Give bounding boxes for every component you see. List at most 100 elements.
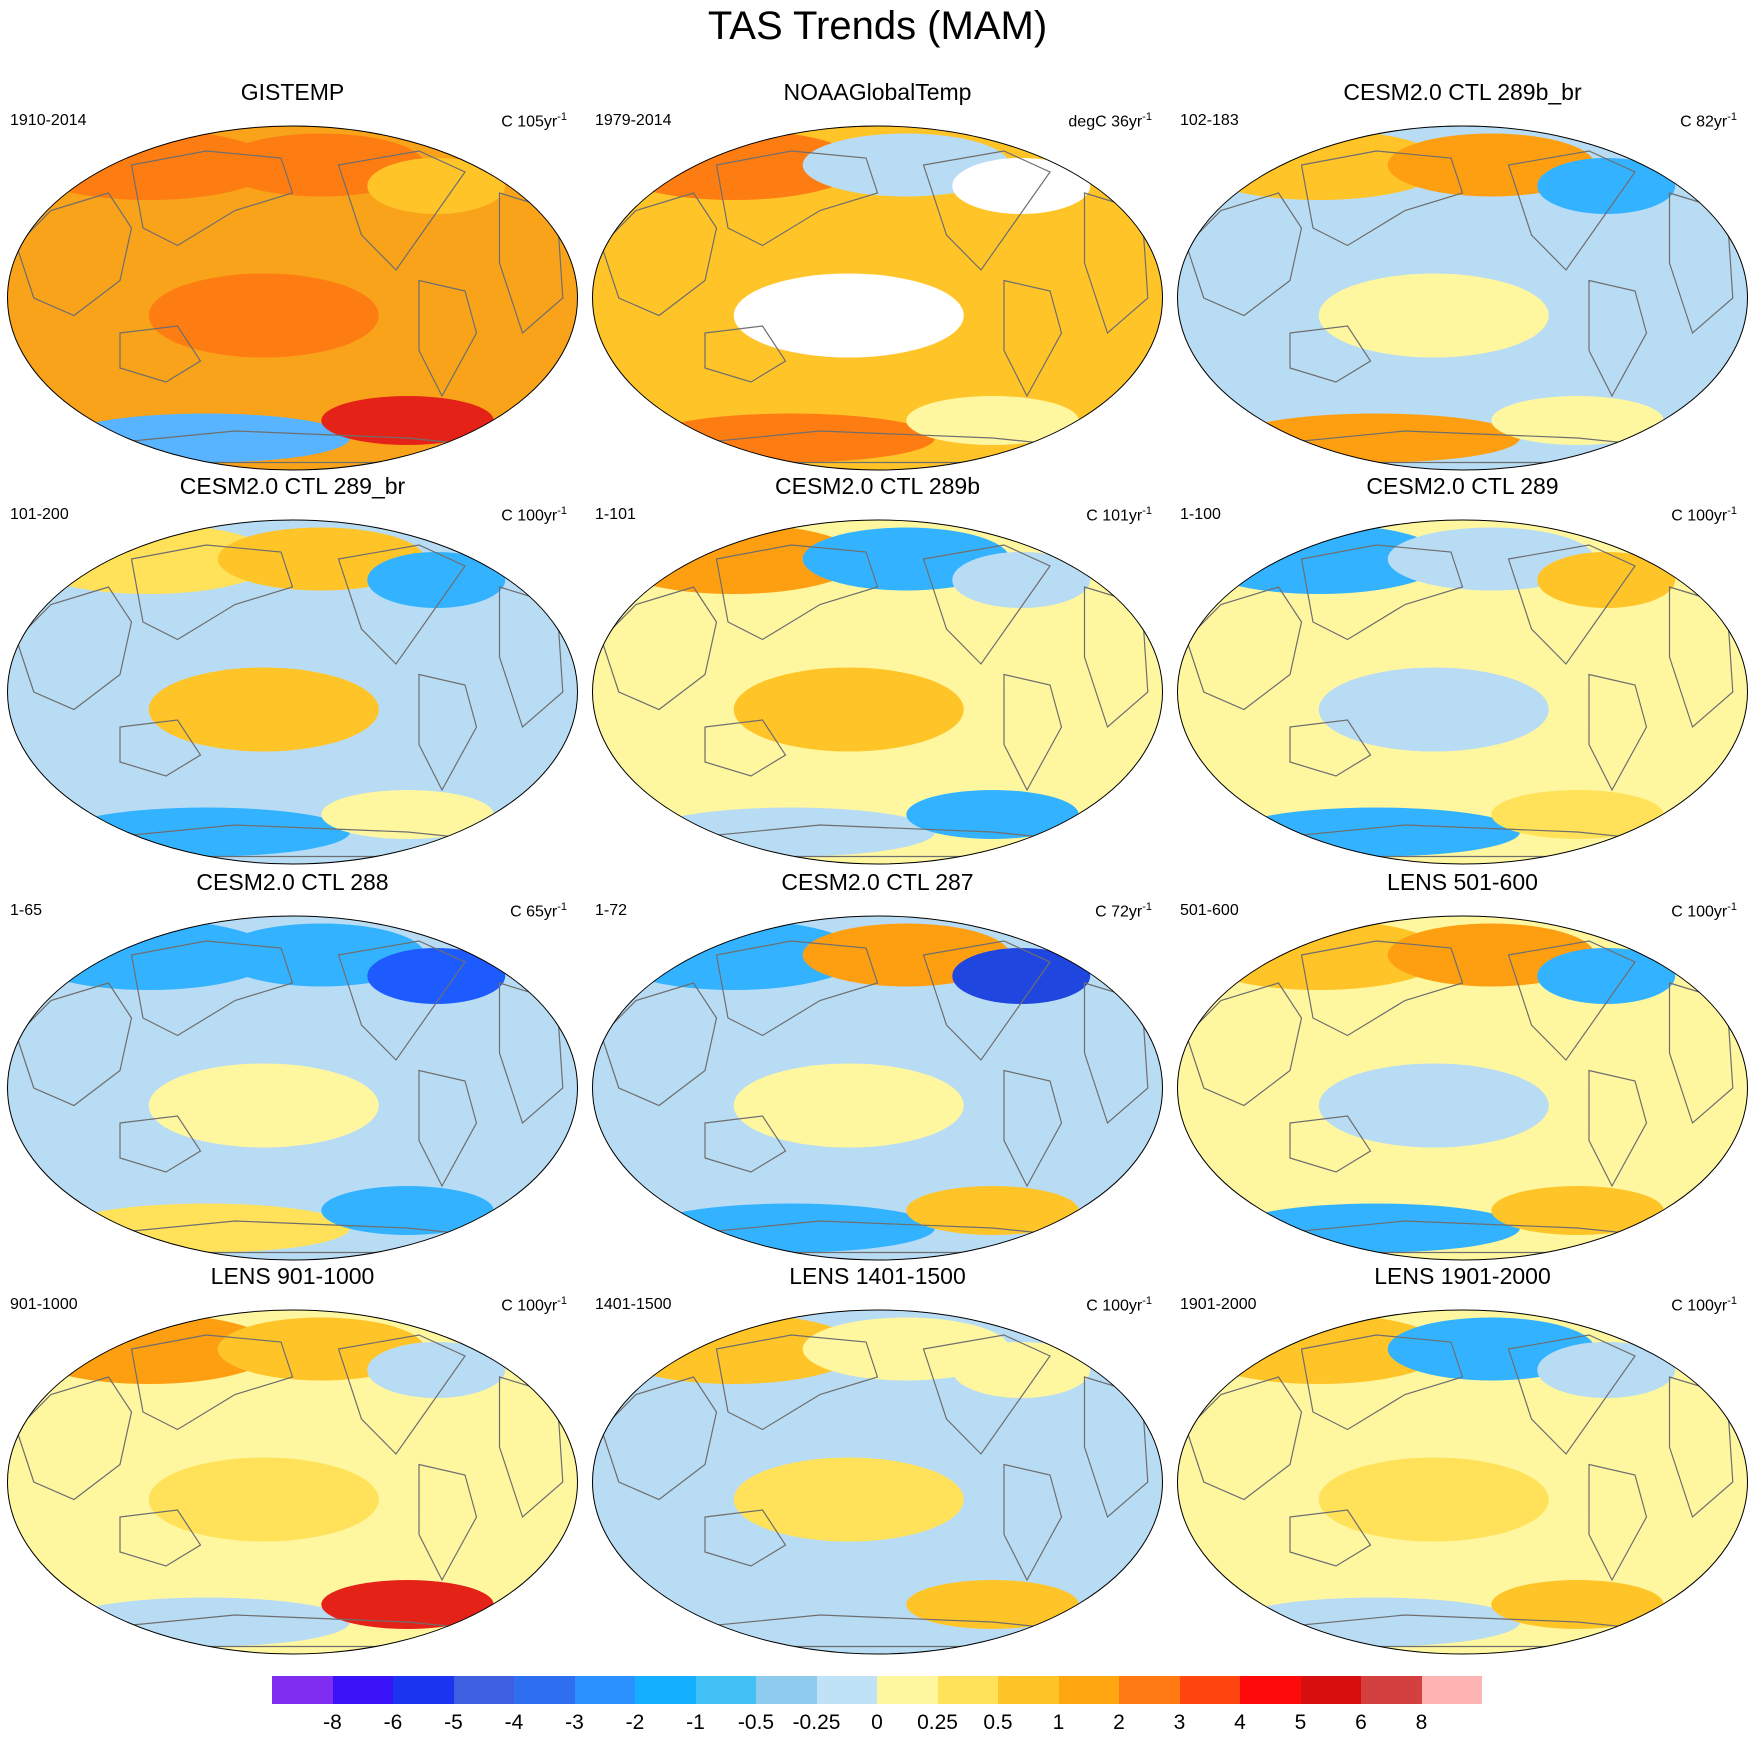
map-border bbox=[7, 125, 578, 471]
map-panel: CESM2.0 CTL 289b 1-101 C 101yr-1 bbox=[585, 472, 1170, 867]
panel-unit-text: C 100yr bbox=[1671, 903, 1728, 921]
trend-region bbox=[647, 413, 935, 463]
map-border bbox=[1177, 125, 1748, 471]
colorbar-tick-label: -6 bbox=[383, 1711, 403, 1734]
colorbar-box bbox=[1361, 1676, 1422, 1704]
colorbar-box bbox=[877, 1676, 938, 1704]
colorbar-box bbox=[816, 1676, 877, 1704]
panel-period-label: 1-72 bbox=[595, 902, 628, 919]
trend-region bbox=[1318, 667, 1549, 752]
panel-unit-exponent: -1 bbox=[557, 505, 567, 517]
map-plot bbox=[1177, 1309, 1748, 1655]
panel-unit-label: C 82yr-1 bbox=[1680, 107, 1737, 132]
panel-period-label: 101-200 bbox=[10, 506, 69, 523]
coastline bbox=[1300, 1334, 1464, 1431]
coastline bbox=[337, 940, 466, 1061]
panel-unit-text: C 100yr bbox=[1086, 1297, 1143, 1315]
trend-region bbox=[647, 807, 935, 857]
trend-region bbox=[647, 1203, 935, 1253]
map-border bbox=[592, 1309, 1163, 1655]
coastline bbox=[715, 940, 879, 1037]
trend-region bbox=[62, 1597, 350, 1647]
colorbar-tick-label: 3 bbox=[1173, 1711, 1186, 1734]
colorbar-box bbox=[514, 1676, 575, 1704]
coastline bbox=[1003, 1463, 1063, 1582]
trend-region bbox=[906, 1186, 1079, 1235]
panel-unit-exponent: -1 bbox=[1142, 1295, 1152, 1307]
trend-region bbox=[321, 1186, 494, 1235]
panel-title: CESM2.0 CTL 287 bbox=[781, 869, 974, 895]
coastline bbox=[600, 982, 718, 1107]
panel-unit-label: C 105yr-1 bbox=[501, 107, 567, 132]
coastline bbox=[600, 192, 718, 317]
panel-unit-text: C 105yr bbox=[501, 113, 558, 131]
panel-title: CESM2.0 CTL 289 bbox=[1366, 473, 1559, 499]
panel-title: LENS 1401-1500 bbox=[789, 1263, 966, 1289]
trend-region bbox=[952, 158, 1091, 214]
map-panel: CESM2.0 CTL 289 1-100 C 100yr-1 bbox=[1170, 472, 1755, 867]
colorbar bbox=[272, 1676, 1482, 1704]
coastline bbox=[600, 1376, 718, 1501]
coastline bbox=[119, 1115, 202, 1173]
map-panel: CESM2.0 CTL 287 1-72 C 72yr-1 bbox=[585, 868, 1170, 1263]
colorbar-box bbox=[272, 1676, 333, 1704]
coastline bbox=[704, 325, 787, 383]
panel-period-label: 1910-2014 bbox=[10, 112, 87, 129]
panel-unit-text: C 72yr bbox=[1095, 903, 1143, 921]
panel-unit-label: C 100yr-1 bbox=[501, 1291, 567, 1316]
trend-region bbox=[733, 273, 964, 358]
colorbar-tick-label: 0.5 bbox=[983, 1711, 1013, 1734]
coastline bbox=[704, 1115, 787, 1173]
trend-region bbox=[1491, 1186, 1664, 1235]
panel-period-label: 1901-2000 bbox=[1180, 1296, 1257, 1313]
coastline bbox=[1003, 1069, 1063, 1188]
panel-unit-exponent: -1 bbox=[1727, 111, 1737, 123]
coastline bbox=[1588, 673, 1648, 792]
trend-region bbox=[1537, 552, 1676, 608]
coastline bbox=[715, 150, 879, 247]
coastline bbox=[1185, 192, 1303, 317]
panel-unit-label: degC 36yr-1 bbox=[1068, 107, 1152, 132]
panel-title: CESM2.0 CTL 288 bbox=[196, 869, 389, 895]
coastline bbox=[704, 1509, 787, 1567]
coastline bbox=[1588, 1069, 1648, 1188]
coastline bbox=[15, 982, 133, 1107]
coastline bbox=[130, 1334, 294, 1431]
colorbar-box bbox=[393, 1676, 454, 1704]
trend-region bbox=[1537, 158, 1676, 214]
panel-unit-exponent: -1 bbox=[557, 1295, 567, 1307]
trend-region bbox=[321, 790, 494, 839]
trend-region bbox=[321, 1580, 494, 1629]
panel-unit-exponent: -1 bbox=[1727, 901, 1737, 913]
map-border bbox=[1177, 1309, 1748, 1655]
coastline bbox=[418, 673, 478, 792]
panel-unit-text: C 100yr bbox=[1671, 507, 1728, 525]
trend-region bbox=[367, 158, 506, 214]
map-panel: CESM2.0 CTL 289b_br 102-183 C 82yr-1 bbox=[1170, 78, 1755, 473]
trend-region bbox=[1491, 790, 1664, 839]
colorbar-box bbox=[574, 1676, 635, 1704]
coastline bbox=[337, 150, 466, 271]
trend-region bbox=[1318, 1457, 1549, 1542]
trend-region bbox=[733, 667, 964, 752]
coastline bbox=[15, 192, 133, 317]
trend-region bbox=[952, 552, 1091, 608]
panel-unit-exponent: -1 bbox=[557, 901, 567, 913]
coastline bbox=[1300, 544, 1464, 641]
panel-title: NOAAGlobalTemp bbox=[783, 79, 972, 105]
trend-region bbox=[62, 413, 350, 463]
panel-title: GISTEMP bbox=[240, 79, 345, 105]
trend-region bbox=[62, 807, 350, 857]
trend-region bbox=[367, 1342, 506, 1398]
panel-title: LENS 1901-2000 bbox=[1374, 1263, 1551, 1289]
coastline bbox=[1588, 1463, 1648, 1582]
panel-unit-label: C 100yr-1 bbox=[1671, 897, 1737, 922]
colorbar-tick-label: 0 bbox=[871, 1711, 883, 1734]
panel-unit-text: degC 36yr bbox=[1068, 113, 1143, 131]
panel-period-label: 901-1000 bbox=[10, 1296, 78, 1313]
coastline bbox=[130, 544, 294, 641]
panel-title: CESM2.0 CTL 289_br bbox=[179, 473, 406, 499]
coastline bbox=[922, 1334, 1051, 1455]
panel-unit-label: C 65yr-1 bbox=[510, 897, 567, 922]
panel-unit-label: C 100yr-1 bbox=[501, 501, 567, 526]
